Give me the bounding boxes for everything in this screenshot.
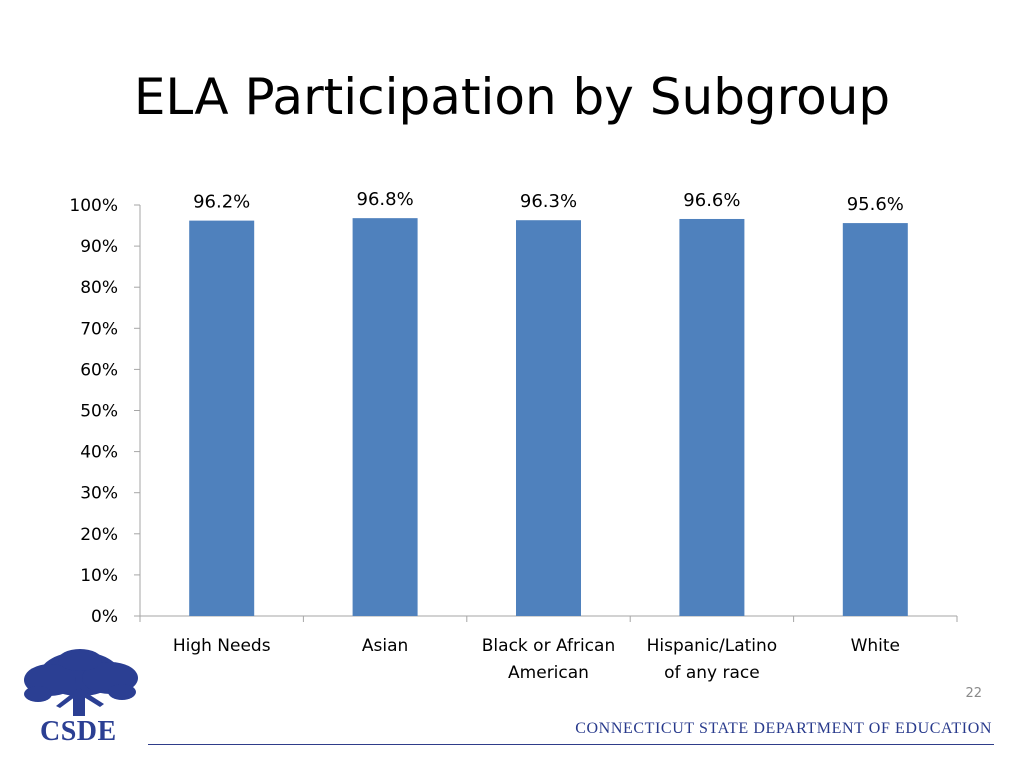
logo-text: CSDE [40,716,117,747]
y-tick-label: 90% [80,237,118,257]
data-label: 96.3% [520,191,577,212]
csde-tree-logo-icon [24,649,138,716]
y-tick-label: 20% [80,525,118,545]
y-tick-label: 100% [69,196,118,216]
y-tick-label: 50% [80,402,118,422]
y-tick-label: 40% [80,443,118,463]
bar-chart: 0% 10% 20% 30% 40% 50% 60% 70% 80% 90% 100% High N… [69,189,958,683]
bar [679,218,745,616]
footer-divider [148,744,994,745]
y-tick-label: 30% [80,484,118,504]
data-label: 96.8% [357,189,414,210]
bar [516,220,581,616]
x-tick-label: Black or African American [482,636,615,683]
page-number: 22 [965,686,982,701]
data-label: 96.6% [683,190,740,211]
x-axis: High Needs Asian Black or African American H… [139,615,958,683]
x-tick-label: High Needs [173,636,271,656]
data-label: 95.6% [847,194,904,215]
y-axis: 0% 10% 20% 30% 40% 50% 60% 70% 80% 90% 100% [69,196,141,627]
y-tick-label: 70% [80,319,118,339]
y-tick-label: 60% [80,360,118,380]
bars [189,218,908,617]
y-tick-label: 10% [80,566,118,586]
data-labels: 96.2% 96.8% 96.3% 96.6% 95.6% [193,189,904,215]
bar [842,223,908,617]
data-label: 96.2% [193,192,250,213]
footer-org-name: CONNECTICUT STATE DEPARTMENT OF EDUCATIO… [575,720,992,737]
bar [352,218,418,617]
bar [189,220,255,617]
x-tick-label: White [851,636,900,656]
y-tick-label: 80% [80,278,118,298]
x-tick-label: Hispanic/Latino of any race [647,636,778,683]
slide-title: ELA Participation by Subgroup [133,68,891,126]
x-tick-label: Asian [362,636,408,656]
y-tick-label: 0% [91,607,118,627]
